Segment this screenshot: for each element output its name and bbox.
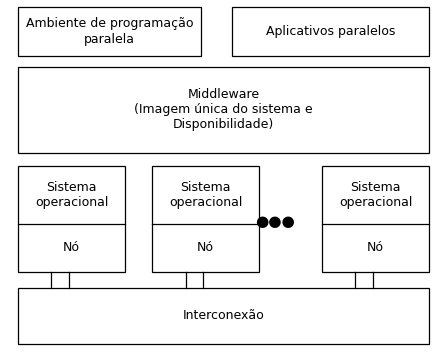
Text: Sistema
operacional: Sistema operacional	[339, 181, 412, 209]
FancyBboxPatch shape	[18, 7, 201, 56]
Text: Sistema
operacional: Sistema operacional	[35, 181, 108, 209]
FancyBboxPatch shape	[18, 67, 429, 153]
FancyBboxPatch shape	[18, 166, 125, 272]
FancyBboxPatch shape	[18, 288, 429, 344]
Text: Nó: Nó	[367, 242, 384, 255]
Text: Sistema
operacional: Sistema operacional	[169, 181, 242, 209]
Text: Middleware
(Imagem única do sistema e
Disponibilidade): Middleware (Imagem única do sistema e Di…	[134, 88, 313, 131]
Text: Aplicativos paralelos: Aplicativos paralelos	[266, 25, 396, 38]
Text: Interconexão: Interconexão	[183, 309, 264, 323]
Text: Nó: Nó	[197, 242, 214, 255]
FancyBboxPatch shape	[152, 166, 259, 272]
FancyBboxPatch shape	[232, 7, 429, 56]
FancyBboxPatch shape	[322, 166, 429, 272]
Text: ●●●: ●●●	[255, 214, 295, 229]
Text: Nó: Nó	[63, 242, 80, 255]
Text: Ambiente de programação
paralela: Ambiente de programação paralela	[26, 18, 193, 45]
